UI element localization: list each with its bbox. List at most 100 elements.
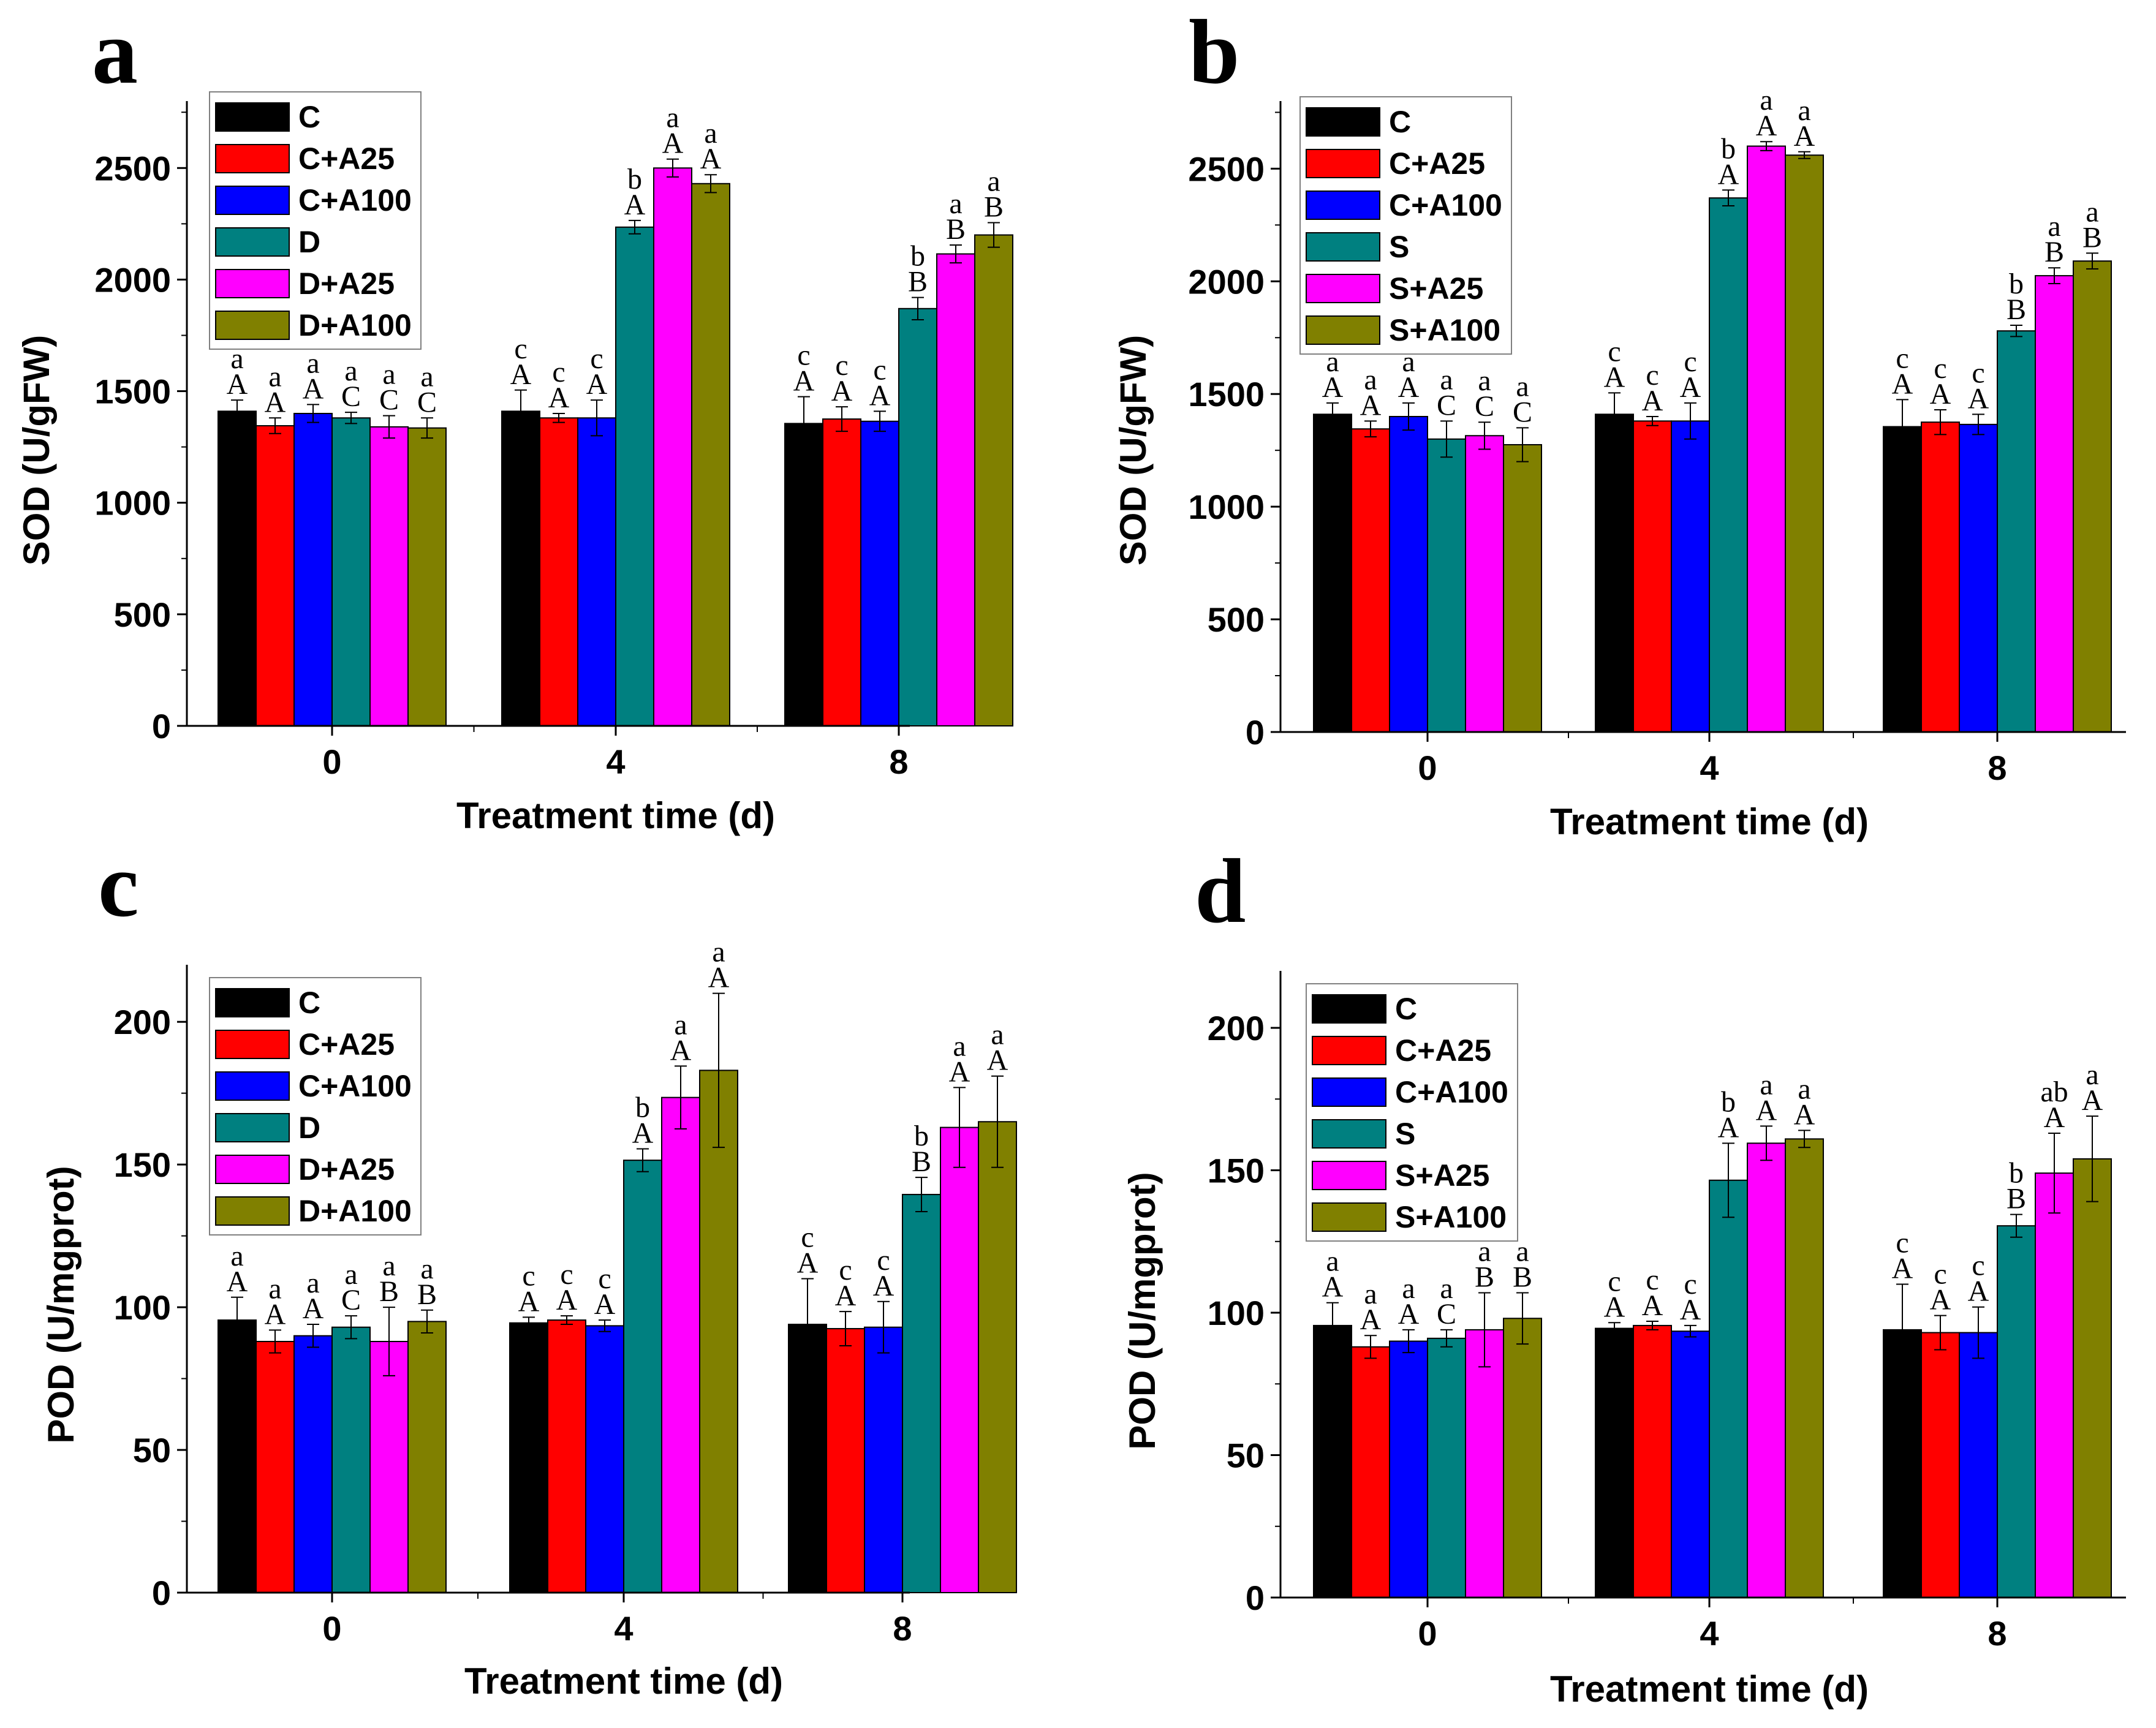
bar-d-day-0 (331, 1326, 371, 1594)
bar-d-day-8 (898, 307, 937, 726)
legend-swatch (215, 1196, 290, 1226)
significance-lower: c (1646, 359, 1659, 391)
legend-swatch (1306, 149, 1380, 178)
significance-lower: a (949, 187, 962, 220)
significance-lower: a (666, 102, 679, 134)
significance-lower: a (674, 1008, 687, 1041)
significance-lower: a (2086, 1058, 2098, 1091)
significance-upper: A (556, 1284, 578, 1316)
y-tick-label: 0 (1246, 713, 1265, 752)
legend-label: C+A25 (1389, 146, 1485, 181)
bar-c-plus-a100-day-8 (860, 420, 899, 726)
significance-upper: B (946, 213, 966, 246)
legend-label: C (298, 986, 320, 1020)
significance-lower: a (1760, 84, 1772, 116)
legend-swatch (1306, 107, 1380, 137)
panel-letter-b: b (1189, 1, 1239, 103)
x-axis-title: Treatment time (d) (1550, 801, 1869, 842)
y-tick-label: 100 (114, 1288, 171, 1327)
significance-upper: A (1680, 371, 1701, 404)
bar-c-day-4 (509, 1322, 548, 1593)
significance-upper: A (1718, 1111, 1739, 1144)
bar-s-day-8 (1997, 1225, 2036, 1599)
bar-c-day-0 (1313, 413, 1352, 733)
significance-lower: ab (2040, 1076, 2068, 1108)
bar-s-plus-a100-day-8 (2073, 1158, 2112, 1598)
significance-upper: A (586, 368, 608, 401)
legend-swatch (1306, 274, 1380, 303)
y-tick-label: 1500 (94, 372, 171, 411)
y-tick-label: 1500 (1188, 375, 1265, 413)
legend-label: C+A100 (1389, 188, 1502, 222)
legend-label: S+A25 (1389, 271, 1483, 306)
significance-lower: c (1934, 1258, 1946, 1291)
significance-upper: A (1892, 368, 1913, 400)
significance-upper: C (341, 380, 361, 413)
legend-swatch (215, 1155, 290, 1184)
significance-upper: A (1322, 371, 1344, 404)
x-axis-title: Treatment time (d) (464, 1661, 783, 1702)
legend-swatch (215, 988, 290, 1017)
x-axis-title: Treatment time (d) (1550, 1669, 1869, 1710)
significance-upper: C (1437, 1298, 1456, 1330)
significance-lower: b (627, 163, 642, 195)
significance-lower: a (1798, 1073, 1810, 1105)
significance-upper: A (1360, 1304, 1382, 1336)
significance-lower: c (835, 349, 848, 382)
significance-lower: a (382, 358, 395, 391)
significance-upper: A (227, 1266, 248, 1298)
bar-s-day-0 (1427, 1337, 1466, 1599)
x-tick-label: 8 (893, 1609, 912, 1648)
significance-lower: a (712, 936, 725, 968)
significance-lower: c (877, 1244, 890, 1277)
bar-d-day-0 (331, 417, 371, 726)
bar-d-plus-a100-day-8 (978, 1121, 1017, 1593)
significance-lower: c (552, 356, 565, 388)
significance-lower: a (1516, 370, 1529, 402)
significance-lower: c (801, 1221, 814, 1254)
significance-upper: C (1513, 396, 1532, 428)
legend-swatch (1312, 1202, 1386, 1232)
significance-lower: a (1478, 1235, 1491, 1267)
bar-c-plus-a25-day-0 (1351, 428, 1390, 733)
bar-c-plus-a25-day-4 (1633, 420, 1672, 733)
x-tick-label: 4 (1700, 749, 1719, 787)
significance-lower: a (1516, 1235, 1529, 1267)
panel-letter-a: a (92, 1, 138, 103)
significance-lower: c (598, 1262, 611, 1295)
significance-upper: A (793, 365, 815, 398)
legend-swatch (215, 1071, 290, 1101)
bar-s-day-8 (1997, 330, 2036, 733)
significance-upper: A (548, 382, 570, 414)
significance-lower: c (1608, 1265, 1621, 1297)
significance-lower: a (2086, 195, 2098, 228)
x-tick-label: 4 (1700, 1614, 1719, 1653)
bar-s-day-0 (1427, 438, 1466, 733)
legend-label: D+A100 (298, 308, 412, 342)
significance-lower: c (1972, 1250, 1984, 1282)
y-tick-label: 2000 (94, 260, 171, 299)
bar-d-plus-a100-day-4 (699, 1070, 738, 1593)
significance-upper: A (873, 1270, 895, 1302)
significance-lower: a (1440, 1272, 1453, 1305)
significance-upper: A (1930, 378, 1951, 410)
significance-lower: a (704, 117, 717, 149)
legend-label: S+A100 (1389, 313, 1500, 347)
significance-lower: a (991, 1019, 1004, 1051)
legend-box (209, 91, 422, 350)
significance-lower: c (1608, 335, 1621, 368)
significance-lower: a (1364, 363, 1377, 396)
significance-upper: B (2007, 293, 2026, 326)
y-tick-label: 1000 (94, 484, 171, 523)
bar-d-plus-a25-day-8 (936, 253, 975, 726)
legend-swatch (215, 144, 290, 173)
significance-upper: A (1322, 1271, 1344, 1304)
significance-upper: A (303, 1292, 324, 1325)
significance-lower: a (1760, 1068, 1772, 1101)
legend-swatch (1312, 1077, 1386, 1107)
significance-lower: c (839, 1254, 852, 1286)
significance-upper: C (379, 384, 399, 417)
y-tick-label: 0 (152, 1574, 171, 1612)
